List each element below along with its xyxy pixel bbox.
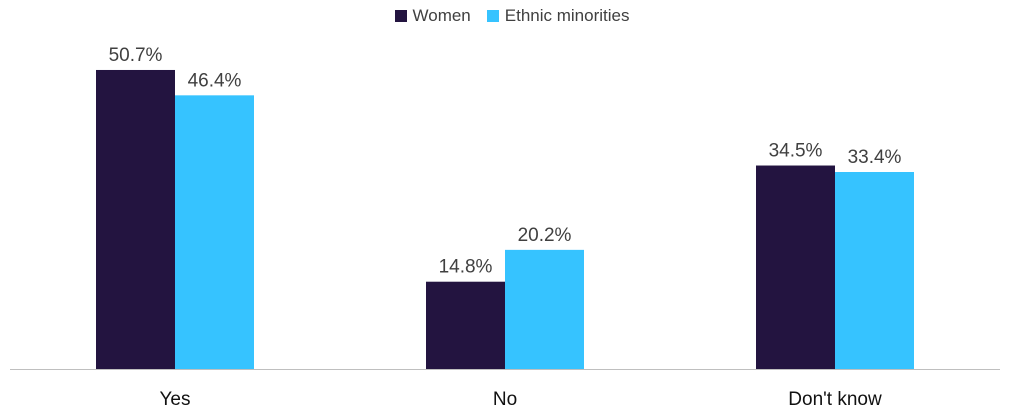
category-label-yes: Yes	[160, 389, 191, 410]
bar-ethnic-minorities-don-t-know	[835, 172, 914, 369]
bar-women-yes	[96, 69, 175, 369]
legend-label-ethnic-minorities: Ethnic minorities	[504, 6, 630, 25]
bar-ethnic-minorities-yes	[175, 95, 254, 370]
legend: Women Ethnic minorities	[0, 6, 1024, 26]
legend-item-women: Women	[394, 6, 471, 26]
data-label-women-no: 14.8%	[439, 257, 493, 278]
data-label-ethnic-minorities-yes: 46.4%	[188, 70, 242, 91]
legend-swatch-ethnic-minorities	[486, 10, 499, 22]
bar-women-don-t-know	[756, 165, 835, 369]
data-label-women-don-t-know: 34.5%	[769, 141, 823, 162]
legend-label-women: Women	[412, 6, 471, 25]
legend-swatch-women	[394, 10, 407, 22]
data-label-women-yes: 50.7%	[109, 45, 163, 66]
bar-women-no	[426, 281, 505, 369]
category-label-no: No	[493, 389, 517, 410]
category-label-don-t-know: Don't know	[788, 389, 882, 410]
bar-ethnic-minorities-no	[505, 249, 584, 369]
data-label-ethnic-minorities-don-t-know: 33.4%	[848, 147, 902, 168]
data-label-ethnic-minorities-no: 20.2%	[518, 225, 572, 246]
legend-item-ethnic-minorities: Ethnic minorities	[486, 6, 630, 26]
